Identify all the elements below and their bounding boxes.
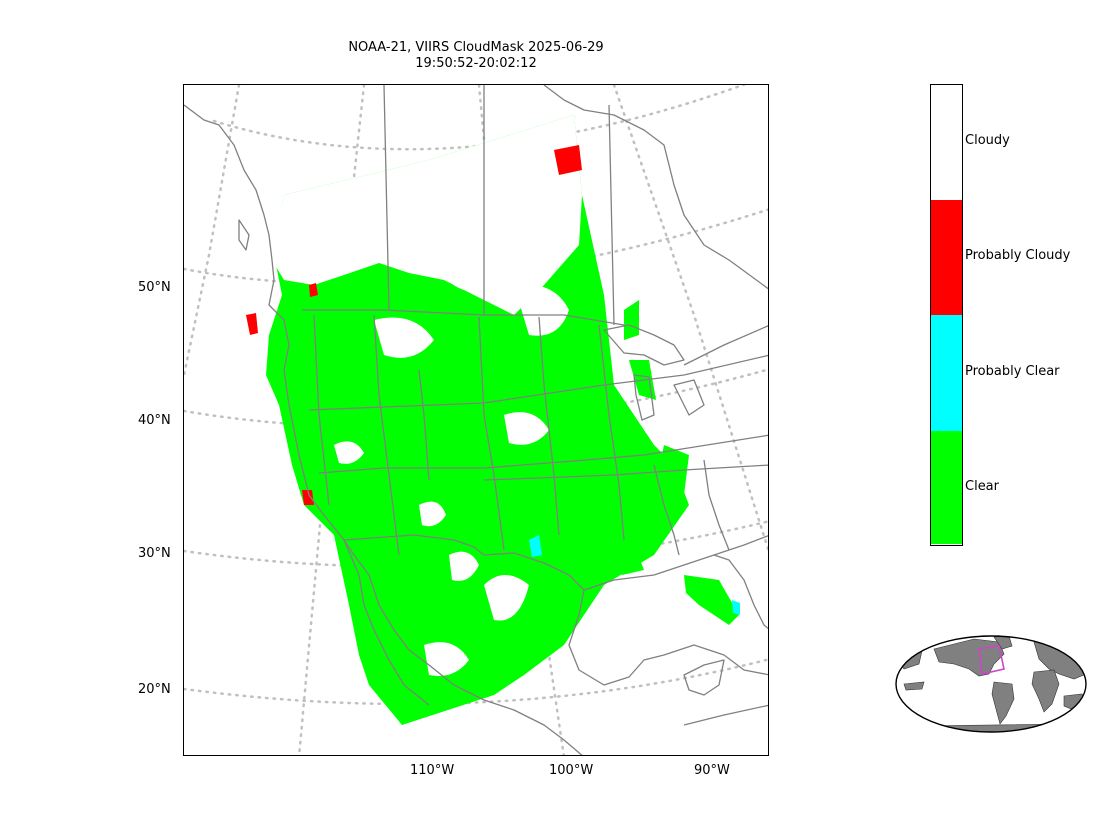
gulf-north-coast — [583, 535, 768, 591]
meridian-90w — [612, 85, 768, 553]
swath-clear-gulf-2 — [614, 557, 644, 575]
parallel-40n — [184, 368, 768, 429]
overview-indonesia — [903, 681, 925, 691]
legend-label-clear: Clear — [965, 479, 999, 494]
cloud-patch-10 — [424, 642, 469, 676]
lon-label-100w: 100°W — [549, 763, 594, 778]
colorbar-cloudy — [931, 85, 962, 200]
great-lakes-huron — [673, 379, 705, 416]
probably-clear-texas — [529, 535, 542, 557]
baja-coast — [343, 539, 430, 666]
probably-cloudy-canada — [554, 145, 582, 175]
cloud-patch-1 — [441, 242, 514, 291]
swath-clear-east-1 — [624, 300, 639, 340]
east-canada — [683, 325, 768, 366]
colorbar-probably-clear — [931, 315, 962, 431]
probably-clear-gulf — [732, 600, 740, 615]
swath-clear-gulf — [684, 575, 739, 625]
world-overview-map — [895, 635, 1087, 733]
cloud-patch-5 — [504, 412, 549, 445]
lon-label-110w: 110°W — [410, 763, 455, 778]
swath-clear-east-3 — [654, 445, 689, 495]
probably-cloudy-coast — [302, 490, 314, 505]
vancouver-island — [238, 219, 250, 251]
lat-label-30n: 30°N — [138, 546, 171, 561]
colorbar-clear — [931, 431, 962, 544]
lon-label-90w: 90°W — [694, 763, 730, 778]
cuba — [683, 704, 768, 726]
mexico-west-coast — [428, 664, 583, 755]
state-lines-10 — [653, 464, 680, 556]
meridian-120w — [184, 85, 241, 377]
overview-west-asia — [896, 641, 925, 670]
state-lines-7 — [308, 354, 768, 411]
state-lines-6 — [598, 324, 625, 541]
state-lines-2 — [373, 314, 400, 556]
legend-label-probably-clear: Probably Clear — [965, 364, 1060, 379]
overview-north-america — [933, 638, 1005, 677]
gulf-coast — [483, 552, 768, 686]
coastlines-borders — [184, 85, 768, 755]
state-lines-9 — [483, 464, 768, 481]
overview-globe-outline — [895, 635, 1087, 733]
cloud-mask-swath — [246, 115, 740, 725]
cloud-patch-4 — [514, 284, 569, 336]
overview-africa — [1031, 669, 1060, 713]
state-lines-4 — [478, 316, 505, 551]
cloud-patch-6 — [484, 575, 529, 621]
state-lines-1 — [313, 314, 330, 506]
cloud-patch-3 — [374, 317, 434, 358]
west-coastline — [184, 104, 430, 706]
swath-clear-area — [266, 115, 689, 725]
lat-label-50n: 50°N — [138, 280, 171, 295]
state-lines-8 — [318, 434, 768, 474]
cloud-patch-9 — [334, 441, 364, 464]
state-lines-5 — [538, 316, 560, 536]
state-lines-11 — [703, 459, 730, 551]
overview-south-america — [991, 681, 1015, 725]
parallel-60n — [212, 85, 747, 151]
lat-label-20n: 20°N — [138, 682, 171, 697]
great-lakes-superior — [603, 324, 685, 366]
map-canvas — [184, 85, 768, 755]
state-lines-3 — [418, 369, 430, 481]
cloud-mask-map — [183, 84, 769, 756]
title-line-1: NOAA-21, VIIRS CloudMask 2025-06-29 — [348, 40, 604, 55]
parallel-20n — [184, 658, 768, 706]
overview-extent-box — [978, 645, 1005, 675]
hudson-coast — [543, 85, 768, 290]
title-line-2: 19:50:52-20:02:12 — [415, 56, 537, 71]
map-title: NOAA-21, VIIRS CloudMask 2025-06-29 19:5… — [183, 40, 769, 72]
yucatan — [683, 659, 725, 696]
probably-cloudy-bc — [309, 283, 318, 297]
cloud-patch-2 — [274, 220, 354, 271]
probably-cloudy-coast-2 — [246, 313, 258, 335]
florida — [713, 554, 768, 630]
lat-label-40n: 40°N — [138, 413, 171, 428]
colorbar — [930, 84, 963, 546]
us-mexico-border — [343, 534, 485, 556]
cloud-patch-7 — [449, 551, 479, 581]
cloud-patch-8 — [419, 501, 446, 527]
legend-label-cloudy: Cloudy — [965, 133, 1010, 148]
great-lakes-michigan — [633, 374, 655, 421]
colorbar-probably-cloudy — [931, 200, 962, 315]
legend-label-probably-cloudy: Probably Cloudy — [965, 248, 1071, 263]
canada-provinces — [383, 85, 615, 326]
